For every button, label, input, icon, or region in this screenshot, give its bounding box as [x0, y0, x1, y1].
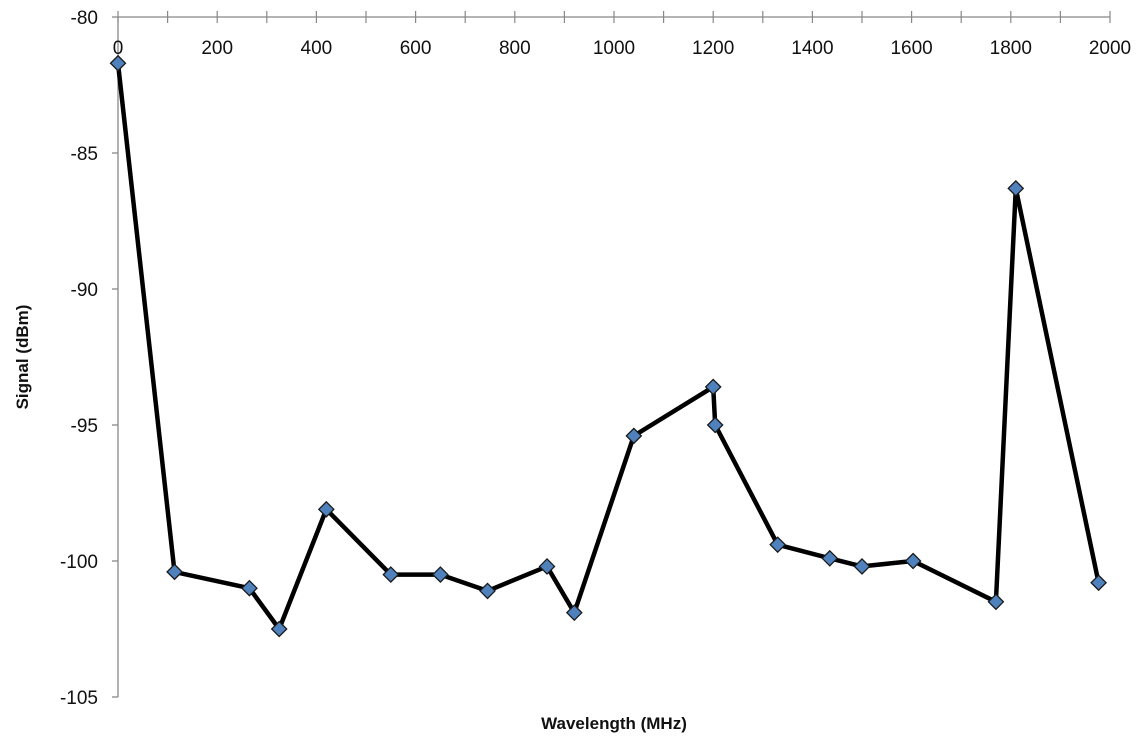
data-point	[1091, 575, 1106, 590]
y-axis-title: Signal (dBm)	[13, 305, 32, 410]
data-point	[167, 564, 182, 579]
x-axis-title: Wavelength (MHz)	[541, 714, 687, 733]
series-line	[118, 63, 1099, 629]
y-axis: -80 -85 -90 -95 -100 -105	[60, 8, 118, 709]
x-tick-label: 2000	[1089, 38, 1131, 59]
data-point	[480, 583, 495, 598]
x-tick-label: 1400	[791, 38, 833, 59]
x-tick-label: 400	[301, 38, 333, 59]
x-tick-label: 1000	[593, 38, 635, 59]
y-tick-label: -100	[60, 552, 98, 573]
data-point	[988, 594, 1003, 609]
data-point	[855, 559, 870, 574]
x-tick-label: 200	[201, 38, 233, 59]
data-point	[906, 554, 921, 569]
data-point	[822, 551, 837, 566]
x-axis: 0 200 400 600 800 1000 1200 1400 1600 1800 2000	[113, 11, 1131, 59]
y-tick-label: -95	[71, 416, 98, 437]
x-tick-label: 800	[499, 38, 531, 59]
data-point	[1008, 181, 1023, 196]
y-tick-label: -90	[71, 280, 98, 301]
y-tick-label: -80	[71, 8, 98, 29]
y-tick-label: -85	[71, 144, 98, 165]
x-tick-label: 1600	[890, 38, 932, 59]
data-point	[433, 567, 448, 582]
x-tick-label: 1800	[990, 38, 1032, 59]
x-tick-label: 1200	[692, 38, 734, 59]
series-layer	[111, 56, 1107, 637]
x-tick-label: 600	[400, 38, 432, 59]
y-tick-label: -105	[60, 688, 98, 709]
